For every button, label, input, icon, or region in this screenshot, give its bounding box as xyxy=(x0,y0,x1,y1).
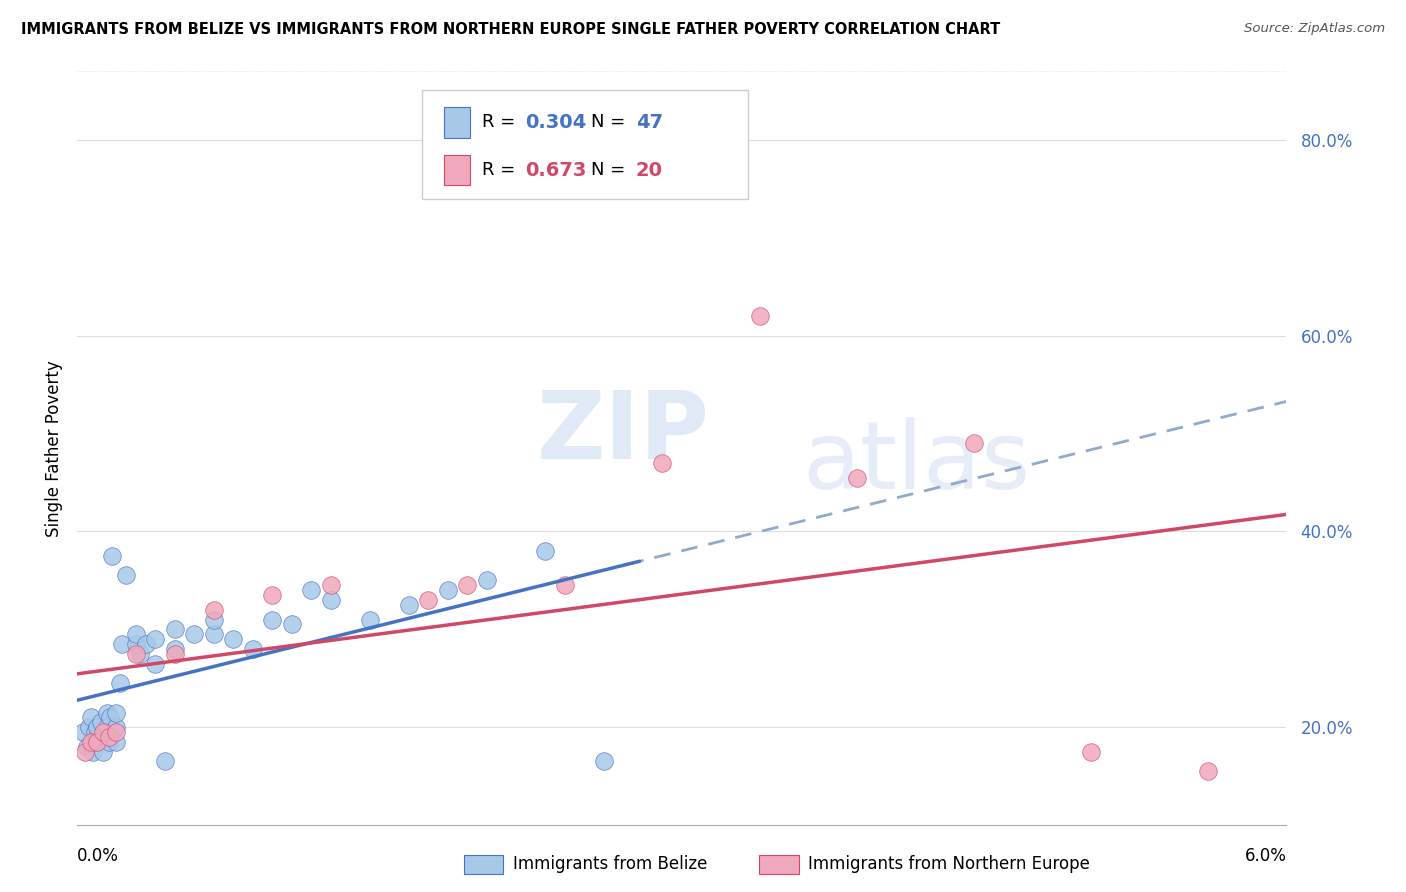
Point xyxy=(963,436,986,450)
Point xyxy=(125,637,148,651)
Point xyxy=(534,544,557,558)
Point xyxy=(554,578,576,592)
Text: Source: ZipAtlas.com: Source: ZipAtlas.com xyxy=(1244,22,1385,36)
Point xyxy=(128,647,150,661)
Point xyxy=(125,627,148,641)
Text: Immigrants from Belize: Immigrants from Belize xyxy=(513,855,707,873)
Point xyxy=(183,627,205,641)
Point xyxy=(105,725,128,739)
Text: R =: R = xyxy=(482,161,522,179)
FancyBboxPatch shape xyxy=(422,90,748,200)
Point xyxy=(202,613,225,627)
Point xyxy=(319,593,342,607)
Text: 47: 47 xyxy=(636,113,664,132)
Point xyxy=(76,739,98,754)
Text: ZIP: ZIP xyxy=(537,387,710,479)
Point xyxy=(115,568,138,582)
Point xyxy=(86,735,108,749)
Y-axis label: Single Father Poverty: Single Father Poverty xyxy=(45,359,63,537)
Text: IMMIGRANTS FROM BELIZE VS IMMIGRANTS FROM NORTHERN EUROPE SINGLE FATHER POVERTY : IMMIGRANTS FROM BELIZE VS IMMIGRANTS FRO… xyxy=(21,22,1000,37)
Point xyxy=(475,574,498,588)
Point xyxy=(105,720,128,734)
Point xyxy=(202,603,225,617)
Point xyxy=(96,706,118,720)
Point xyxy=(90,715,112,730)
Point xyxy=(153,755,176,769)
Point xyxy=(281,617,304,632)
Point xyxy=(80,710,103,724)
Point xyxy=(135,637,157,651)
Text: R =: R = xyxy=(482,113,522,131)
Text: 0.673: 0.673 xyxy=(524,161,586,180)
Point xyxy=(97,735,120,749)
Point xyxy=(105,706,128,720)
Point xyxy=(105,735,128,749)
Point xyxy=(91,725,114,739)
Point xyxy=(593,755,616,769)
Point xyxy=(222,632,245,646)
Point xyxy=(101,549,124,563)
Point xyxy=(163,623,186,637)
Point xyxy=(202,627,225,641)
Point xyxy=(262,588,284,602)
Point xyxy=(262,613,284,627)
Text: 20: 20 xyxy=(636,161,664,180)
Point xyxy=(93,725,115,739)
Point xyxy=(1198,764,1220,779)
Text: 6.0%: 6.0% xyxy=(1244,847,1286,864)
Point xyxy=(83,725,105,739)
Text: atlas: atlas xyxy=(803,417,1031,509)
Point xyxy=(110,676,132,690)
Point xyxy=(456,578,478,592)
Point xyxy=(97,730,120,744)
Point xyxy=(398,598,420,612)
Point xyxy=(846,470,869,484)
Point xyxy=(242,641,264,656)
Text: 0.0%: 0.0% xyxy=(77,847,120,864)
Point xyxy=(319,578,342,592)
Point xyxy=(86,735,108,749)
Point xyxy=(111,637,134,651)
Text: Immigrants from Northern Europe: Immigrants from Northern Europe xyxy=(808,855,1090,873)
Point xyxy=(77,720,100,734)
Point xyxy=(418,593,440,607)
Point xyxy=(72,725,94,739)
Point xyxy=(75,745,97,759)
Point xyxy=(143,657,166,671)
Point xyxy=(86,720,108,734)
Point xyxy=(163,641,186,656)
FancyBboxPatch shape xyxy=(444,155,470,186)
Point xyxy=(299,583,322,598)
Text: 0.304: 0.304 xyxy=(524,113,586,132)
Point xyxy=(163,647,186,661)
Point xyxy=(359,613,381,627)
Point xyxy=(125,647,148,661)
Point xyxy=(748,309,770,323)
Point xyxy=(91,745,114,759)
Point xyxy=(100,710,122,724)
FancyBboxPatch shape xyxy=(444,107,470,137)
Point xyxy=(82,745,104,759)
Point xyxy=(80,735,103,749)
Text: N =: N = xyxy=(592,113,631,131)
Point xyxy=(143,632,166,646)
Point xyxy=(96,720,118,734)
Point xyxy=(437,583,460,598)
Point xyxy=(1080,745,1102,759)
Point xyxy=(651,456,673,470)
Text: N =: N = xyxy=(592,161,631,179)
Point xyxy=(86,730,108,744)
